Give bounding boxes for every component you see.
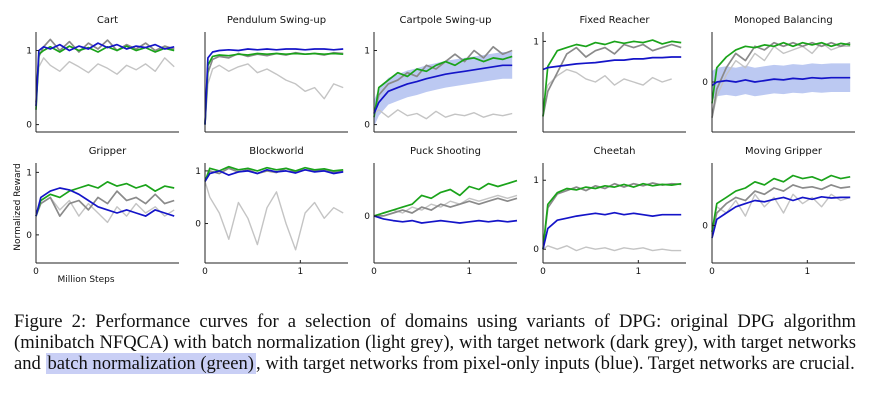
- y-tick-label-monoped-balancing: 0: [702, 78, 708, 88]
- series-line-green-gripper: [35, 180, 175, 217]
- series-line-light-grey-monoped-balancing: [711, 42, 851, 118]
- series-line-dark-grey-pendulum-swing-up: [204, 51, 344, 125]
- panel-title-gripper: Gripper: [89, 146, 127, 157]
- panel-title-puck-shooting: Puck Shooting: [410, 146, 481, 157]
- x-axis-label: Million Steps: [57, 275, 114, 285]
- series-line-green-pendulum-swing-up: [204, 52, 344, 125]
- x-tick-label-moving-gripper: 0: [709, 267, 715, 277]
- series-line-light-grey-blockworld: [204, 181, 344, 251]
- y-tick-label-fixed-reacher: 1: [533, 37, 539, 47]
- panel-title-pendulum-swing-up: Pendulum Swing-up: [227, 15, 326, 26]
- y-tick-label-cartpole-swing-up: 0: [364, 121, 370, 131]
- panel-title-monoped-balancing: Monoped Balancing: [734, 15, 832, 26]
- y-tick-label-cartpole-swing-up: 1: [364, 47, 370, 57]
- y-tick-label-moving-gripper: 0: [702, 222, 708, 232]
- y-tick-label-gripper: 0: [26, 231, 32, 241]
- x-tick-label-puck-shooting: 1: [466, 267, 472, 277]
- series-line-dark-grey-cheetah: [542, 182, 682, 250]
- confidence-band-monoped-balancing: [712, 63, 851, 100]
- series-line-dark-grey-puck-shooting: [374, 197, 518, 217]
- series-line-light-grey-gripper: [35, 196, 175, 224]
- panel-title-blockworld: Blockworld: [249, 146, 304, 157]
- series-line-green-puck-shooting: [373, 179, 518, 217]
- series-line-blue-fixed-reacher: [542, 56, 682, 71]
- series-line-dark-grey-fixed-reacher: [542, 43, 682, 117]
- series-line-dark-grey-cartpole-swing-up: [373, 45, 513, 114]
- series-line-green-fixed-reacher: [542, 39, 682, 117]
- series-line-light-grey-cartpole-swing-up: [373, 109, 513, 120]
- series-line-light-grey-pendulum-swing-up: [204, 63, 344, 125]
- series-line-light-grey-cart: [35, 57, 175, 103]
- x-tick-label-moving-gripper: 1: [804, 267, 810, 277]
- y-tick-label-blockworld: 0: [195, 220, 201, 230]
- caption-text-2: , with target networks from pixel-only i…: [256, 353, 855, 374]
- series-line-blue-cheetah: [542, 211, 682, 250]
- y-tick-label-blockworld: 1: [195, 167, 201, 177]
- y-axis-label: Normalized Reward: [13, 163, 23, 250]
- x-tick-label-blockworld: 0: [202, 267, 208, 277]
- series-line-dark-grey-moving-gripper: [711, 184, 851, 233]
- panel-title-moving-gripper: Moving Gripper: [745, 146, 823, 157]
- series-line-blue-puck-shooting: [373, 215, 518, 224]
- series-line-green-moving-gripper: [711, 174, 851, 232]
- y-tick-label-cart: 1: [26, 47, 32, 57]
- series-line-green-cart: [35, 45, 175, 110]
- x-tick-label-blockworld: 1: [297, 267, 303, 277]
- series-line-green-monoped-balancing: [711, 41, 851, 104]
- y-tick-label-cart: 0: [26, 121, 32, 131]
- series-line-blue-gripper: [35, 187, 175, 217]
- x-tick-label-puck-shooting: 0: [371, 267, 377, 277]
- series-line-dark-grey-gripper: [35, 190, 175, 217]
- x-tick-label-cheetah: 1: [635, 267, 641, 277]
- series-line-green-cheetah: [542, 182, 682, 250]
- y-tick-label-cheetah: 0: [533, 245, 539, 255]
- series-line-blue-cart: [35, 42, 175, 107]
- series-line-green-blockworld: [204, 165, 344, 182]
- figure-grid: Normalized Reward Million Steps Cart 0 1 Pe…: [13, 15, 855, 285]
- series-line-dark-grey-cart: [35, 38, 175, 103]
- x-tick-label-cheetah: 0: [540, 267, 546, 277]
- panel-title-cheetah: Cheetah: [593, 146, 635, 157]
- y-tick-label-cheetah: 1: [533, 176, 539, 186]
- x-tick-label-gripper: 0: [33, 267, 39, 277]
- caption-highlight[interactable]: batch normalization (green): [45, 353, 257, 374]
- figure-caption: Figure 2: Performance curves for a selec…: [14, 311, 856, 374]
- panel-title-cart: Cart: [97, 15, 118, 26]
- panel-title-fixed-reacher: Fixed Reacher: [580, 15, 651, 26]
- series-line-blue-pendulum-swing-up: [204, 48, 344, 125]
- y-tick-label-gripper: 1: [26, 168, 32, 178]
- series-line-light-grey-moving-gripper: [711, 193, 851, 232]
- series-line-blue-moving-gripper: [711, 195, 851, 239]
- confidence-band-cartpole-swing-up: [374, 52, 513, 127]
- series-line-blue-blockworld: [204, 168, 344, 182]
- series-line-blue-monoped-balancing: [711, 76, 851, 87]
- caption-text-1: Figure 2: Performance curves for a selec…: [14, 311, 856, 374]
- y-tick-label-puck-shooting: 0: [364, 212, 370, 222]
- series-line-light-grey-cheetah: [542, 245, 682, 252]
- series-line-blue-cartpole-swing-up: [373, 64, 513, 114]
- series-line-green-cartpole-swing-up: [373, 55, 513, 118]
- series-line-light-grey-fixed-reacher: [542, 68, 672, 105]
- panel-title-cartpole-swing-up: Cartpole Swing-up: [399, 15, 491, 26]
